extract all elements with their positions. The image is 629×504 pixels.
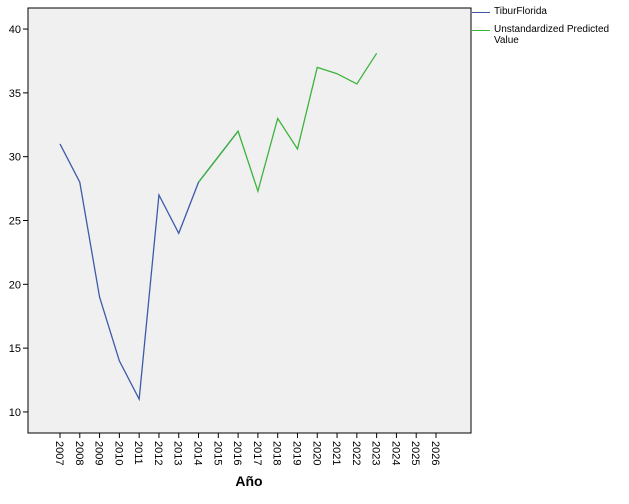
y-tick-label: 35 [9,88,21,100]
legend-label: TiburFlorida [494,6,547,17]
x-axis-label: Año [235,473,262,489]
y-tick-label: 30 [9,152,21,164]
x-tick-label: 2007 [53,441,65,465]
x-tick-label: 2022 [350,441,362,465]
x-tick-label: 2020 [310,441,322,465]
legend-label: Unstandardized Predicted Value [494,24,610,46]
x-tick-label: 2016 [231,441,243,465]
x-tick-label: 2018 [271,441,283,465]
legend-item: TiburFlorida [472,6,624,17]
x-tick-label: 2008 [73,441,85,465]
y-tick-label: 20 [9,279,21,291]
x-tick-label: 2021 [330,441,342,465]
x-tick-label: 2025 [409,441,421,465]
y-tick-label: 40 [9,24,21,36]
y-tick-label: 15 [9,343,21,355]
x-tick-label: 2015 [211,441,223,465]
plot-area [27,7,472,434]
legend-swatch [472,12,490,13]
x-tick-label: 2017 [251,441,263,465]
series-line [198,52,378,194]
x-tick-label: 2013 [172,441,184,465]
x-tick-label: 2019 [290,441,302,465]
x-tick-label: 2012 [152,441,164,465]
x-tick-label: 2014 [192,441,204,465]
x-tick-label: 2026 [429,441,441,465]
x-tick-label: 2010 [112,441,124,465]
legend-swatch [472,30,490,31]
x-tick-label: 2009 [93,441,105,465]
y-tick-label: 25 [9,216,21,228]
y-tick-label: 10 [9,407,21,419]
x-tick-label: 2011 [132,441,144,465]
legend-item: Unstandardized Predicted Value [472,24,624,46]
x-tick-label: 2023 [370,441,382,465]
x-tick-label: 2024 [389,441,401,465]
